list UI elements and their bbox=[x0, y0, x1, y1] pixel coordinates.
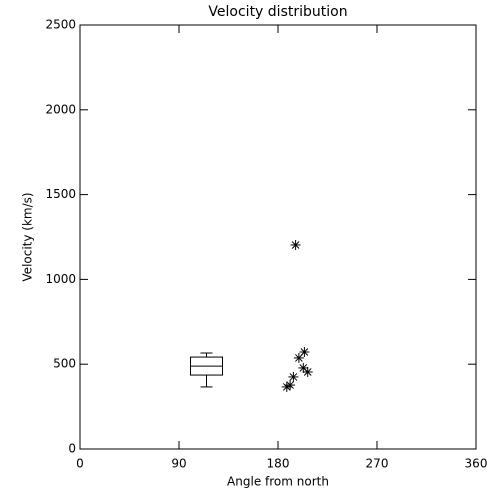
point bbox=[288, 371, 299, 382]
chart-title: Velocity distribution bbox=[208, 4, 347, 20]
x-tick-label: 360 bbox=[465, 457, 488, 471]
x-axis-label: Angle from north bbox=[227, 475, 329, 489]
point-stroke bbox=[282, 383, 291, 391]
y-tick-label: 1000 bbox=[45, 272, 76, 286]
y-tick-label: 2000 bbox=[45, 102, 76, 116]
x-tick-label: 180 bbox=[267, 457, 290, 471]
point bbox=[293, 352, 304, 363]
point bbox=[290, 239, 301, 250]
x-tick-label: 270 bbox=[366, 457, 389, 471]
point-stroke bbox=[295, 354, 303, 362]
point-stroke bbox=[299, 364, 308, 372]
x-tick-label: 0 bbox=[76, 457, 84, 471]
y-tick-label: 0 bbox=[68, 442, 76, 456]
y-tick-label: 500 bbox=[53, 357, 76, 371]
point bbox=[281, 381, 292, 392]
point-stroke bbox=[289, 373, 298, 381]
point bbox=[302, 367, 313, 378]
y-tick-label: 1500 bbox=[45, 187, 76, 201]
x-tick-label: 90 bbox=[171, 457, 186, 471]
y-tick-label: 2500 bbox=[45, 18, 76, 32]
point-stroke bbox=[291, 241, 300, 249]
y-axis-label: Velocity (km/s) bbox=[21, 192, 35, 281]
point-stroke bbox=[303, 368, 312, 376]
